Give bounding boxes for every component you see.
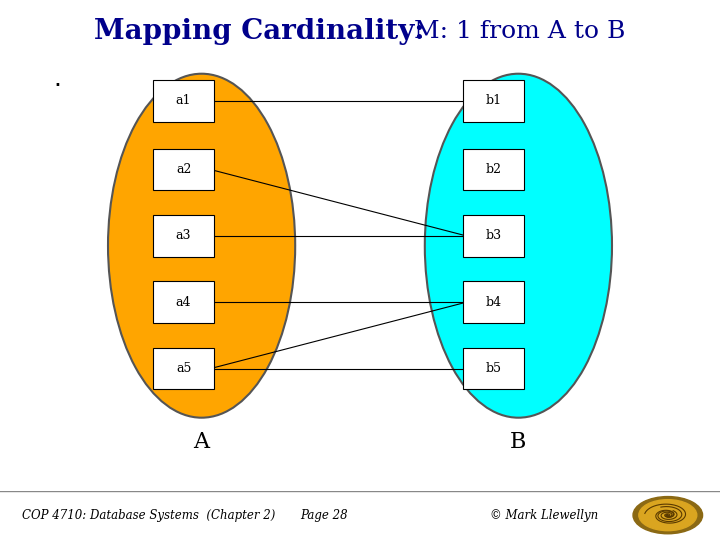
Text: b3: b3 [485, 230, 501, 242]
Text: b2: b2 [485, 163, 501, 176]
FancyBboxPatch shape [153, 148, 215, 191]
Text: COP 4710: Database Systems  (Chapter 2): COP 4710: Database Systems (Chapter 2) [22, 509, 275, 522]
FancyBboxPatch shape [153, 215, 215, 256]
Circle shape [639, 500, 697, 531]
Text: a2: a2 [176, 163, 192, 176]
Text: b1: b1 [485, 94, 501, 107]
Text: B: B [510, 431, 526, 453]
FancyBboxPatch shape [153, 348, 215, 389]
FancyBboxPatch shape [463, 281, 524, 323]
Ellipse shape [425, 74, 612, 418]
Circle shape [633, 497, 703, 534]
Text: a4: a4 [176, 296, 192, 309]
FancyBboxPatch shape [463, 215, 524, 256]
Text: a3: a3 [176, 230, 192, 242]
FancyBboxPatch shape [463, 348, 524, 389]
Text: © Mark Llewellyn: © Mark Llewellyn [490, 509, 598, 522]
Text: a1: a1 [176, 94, 192, 107]
Text: Mapping Cardinality:: Mapping Cardinality: [94, 18, 424, 45]
Text: b5: b5 [485, 362, 501, 375]
Text: a5: a5 [176, 362, 192, 375]
Text: M: 1 from A to B: M: 1 from A to B [414, 21, 626, 43]
FancyBboxPatch shape [153, 80, 215, 122]
Text: .: . [53, 66, 62, 91]
Text: Page 28: Page 28 [300, 509, 348, 522]
FancyBboxPatch shape [463, 80, 524, 122]
Text: A: A [194, 431, 210, 453]
Ellipse shape [108, 74, 295, 418]
FancyBboxPatch shape [463, 148, 524, 191]
FancyBboxPatch shape [153, 281, 215, 323]
Text: b4: b4 [485, 296, 501, 309]
